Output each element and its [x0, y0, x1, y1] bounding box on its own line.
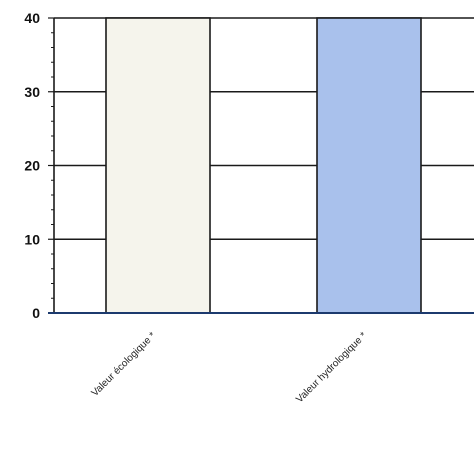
category-label: Valeur écologique *: [90, 330, 159, 399]
y-tick-label: 0: [32, 305, 40, 321]
category-labels: Valeur écologique * Valeur hydrologique *: [90, 330, 370, 405]
bar: [316, 17, 422, 314]
y-tick-label: 40: [24, 10, 40, 26]
y-tick-label: 20: [24, 158, 40, 174]
bar: [105, 17, 211, 314]
y-tick-labels: 0 10 20 30 40: [24, 10, 40, 321]
y-tick-label: 30: [24, 84, 40, 100]
category-label: Valeur hydrologique *: [294, 330, 369, 405]
y-tick-label: 10: [24, 231, 40, 247]
axes: [48, 17, 474, 314]
